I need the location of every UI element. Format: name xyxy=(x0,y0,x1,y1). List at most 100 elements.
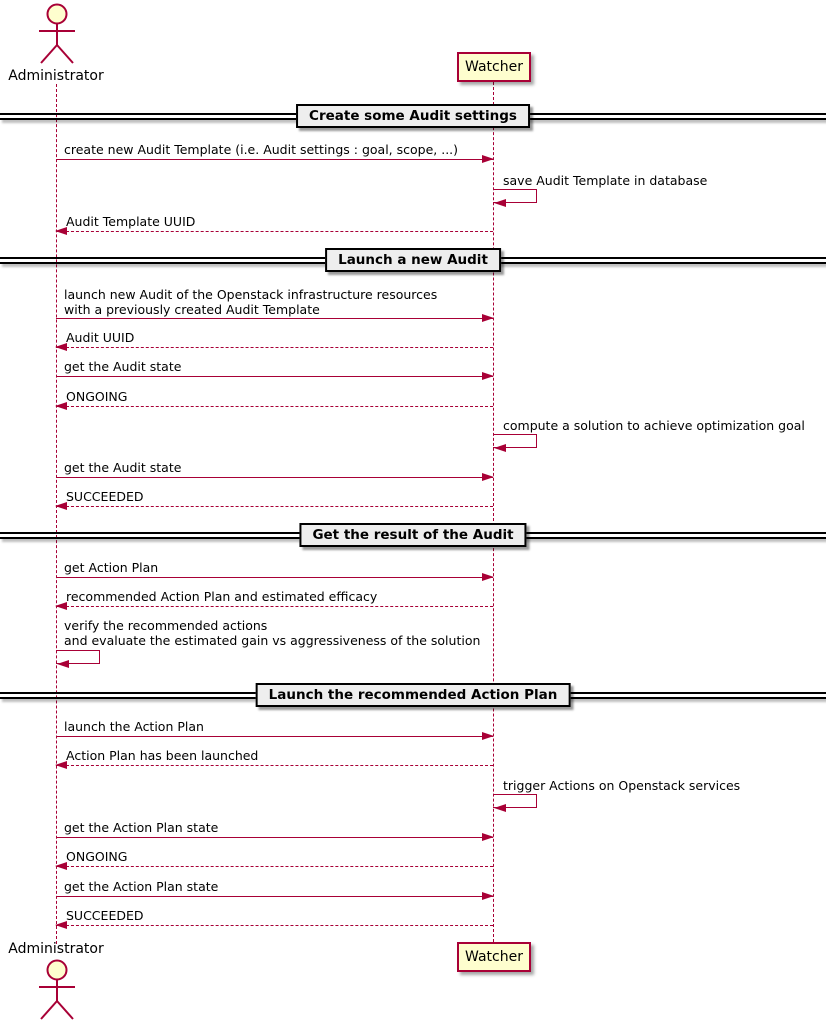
actor-administrator-icon xyxy=(39,959,75,1020)
message-get-action-plan-state-1: get the Action Plan state xyxy=(56,820,494,841)
message-succeeded-2: SUCCEEDED xyxy=(55,908,493,929)
message-label: compute a solution to achieve optimizati… xyxy=(503,418,805,433)
message-label: SUCCEEDED xyxy=(66,908,144,923)
arrowhead-left-icon xyxy=(55,862,67,870)
message-label: get the Action Plan state xyxy=(64,820,219,835)
message-create-audit-template: create new Audit Template (i.e. Audit se… xyxy=(56,142,494,163)
section-title: Launch a new Audit xyxy=(325,248,501,272)
message-label: and evaluate the estimated gain vs aggre… xyxy=(64,633,481,648)
arrowhead-right-icon xyxy=(482,732,494,740)
message-get-action-plan: get Action Plan xyxy=(56,560,494,581)
self-message-loop xyxy=(493,189,537,207)
message-label: get Action Plan xyxy=(64,560,159,575)
message-label: ONGOING xyxy=(66,389,128,404)
message-get-action-plan-state-2: get the Action Plan state xyxy=(56,879,494,900)
message-line xyxy=(56,833,494,841)
message-label: Action Plan has been launched xyxy=(66,748,259,763)
arrowhead-left-icon xyxy=(55,227,67,235)
section-title: Create some Audit settings xyxy=(296,104,530,128)
message-succeeded-1: SUCCEEDED xyxy=(55,489,493,510)
arrowhead-left-icon xyxy=(55,402,67,410)
message-save-audit-template: save Audit Template in database xyxy=(493,173,825,207)
participant-watcher-top: Watcher xyxy=(457,52,531,82)
message-label: launch new Audit of the Openstack infras… xyxy=(64,287,438,302)
message-line xyxy=(55,921,493,929)
message-line xyxy=(56,573,494,581)
message-line xyxy=(56,473,494,481)
participant-watcher-bottom: Watcher xyxy=(457,942,531,972)
message-line xyxy=(55,343,493,351)
section-title: Get the result of the Audit xyxy=(299,523,527,547)
arrowhead-right-icon xyxy=(482,155,494,163)
self-message-loop xyxy=(493,434,537,452)
message-line xyxy=(55,227,493,235)
message-label: recommended Action Plan and estimated ef… xyxy=(66,589,378,604)
message-audit-template-uuid: Audit Template UUID xyxy=(55,214,493,235)
message-label: ONGOING xyxy=(66,849,128,864)
message-label: SUCCEEDED xyxy=(66,489,144,504)
arrowhead-left-icon xyxy=(55,921,67,929)
message-recommended-action-plan: recommended Action Plan and estimated ef… xyxy=(55,589,493,610)
arrowhead-left-icon xyxy=(494,199,506,207)
section-divider-launch-new-audit: Launch a new Audit xyxy=(0,248,826,272)
message-line xyxy=(55,402,493,410)
arrowhead-right-icon xyxy=(482,892,494,900)
message-action-plan-launched: Action Plan has been launched xyxy=(55,748,493,769)
self-message-loop xyxy=(56,650,100,668)
arrowhead-left-icon xyxy=(55,502,67,510)
message-label: verify the recommended actions xyxy=(64,618,268,633)
message-line xyxy=(56,155,494,163)
arrowhead-left-icon xyxy=(57,660,69,668)
section-divider-get-result: Get the result of the Audit xyxy=(0,523,826,547)
section-divider-create-audit-settings: Create some Audit settings xyxy=(0,104,826,128)
message-label: Audit Template UUID xyxy=(66,214,196,229)
watcher-label-bottom: Watcher xyxy=(465,949,523,965)
message-line xyxy=(56,372,494,380)
arrowhead-right-icon xyxy=(482,314,494,322)
message-audit-uuid: Audit UUID xyxy=(55,330,493,351)
message-label: Audit UUID xyxy=(66,330,135,345)
watcher-label-top: Watcher xyxy=(465,59,523,75)
administrator-label-bottom: Administrator xyxy=(8,941,104,957)
message-line xyxy=(55,761,493,769)
administrator-label-top: Administrator xyxy=(8,68,104,84)
message-label: trigger Actions on Openstack services xyxy=(503,778,741,793)
message-label: launch the Action Plan xyxy=(64,719,204,734)
message-get-audit-state-1: get the Audit state xyxy=(56,359,494,380)
message-line xyxy=(55,862,493,870)
self-message-loop xyxy=(493,794,537,812)
message-label: get the Action Plan state xyxy=(64,879,219,894)
message-line xyxy=(56,732,494,740)
message-get-audit-state-2: get the Audit state xyxy=(56,460,494,481)
section-divider-launch-action-plan: Launch the recommended Action Plan xyxy=(0,683,826,707)
arrowhead-left-icon xyxy=(55,602,67,610)
arrowhead-right-icon xyxy=(482,473,494,481)
message-ongoing-2: ONGOING xyxy=(55,849,493,870)
message-compute-solution: compute a solution to achieve optimizati… xyxy=(493,418,825,452)
administrator-lifeline xyxy=(56,84,57,944)
message-label: get the Audit state xyxy=(64,460,182,475)
message-label: with a previously created Audit Template xyxy=(64,302,320,317)
arrowhead-right-icon xyxy=(482,372,494,380)
message-label: get the Audit state xyxy=(64,359,182,374)
section-title: Launch the recommended Action Plan xyxy=(255,683,571,707)
message-line xyxy=(55,602,493,610)
arrowhead-right-icon xyxy=(482,573,494,581)
message-launch-new-audit: launch new Audit of the Openstack infras… xyxy=(56,287,494,322)
message-label: create new Audit Template (i.e. Audit se… xyxy=(64,142,459,157)
arrowhead-right-icon xyxy=(482,833,494,841)
message-label: save Audit Template in database xyxy=(503,173,708,188)
message-ongoing-1: ONGOING xyxy=(55,389,493,410)
message-line xyxy=(56,892,494,900)
arrowhead-left-icon xyxy=(55,761,67,769)
message-line xyxy=(55,502,493,510)
watcher-lifeline xyxy=(493,82,494,942)
arrowhead-left-icon xyxy=(55,343,67,351)
arrowhead-left-icon xyxy=(494,804,506,812)
message-line xyxy=(56,314,494,322)
message-verify-recommended-actions: verify the recommended actions and evalu… xyxy=(56,618,493,668)
actor-administrator-icon xyxy=(39,3,75,64)
arrowhead-left-icon xyxy=(494,444,506,452)
message-trigger-actions: trigger Actions on Openstack services xyxy=(493,778,825,812)
